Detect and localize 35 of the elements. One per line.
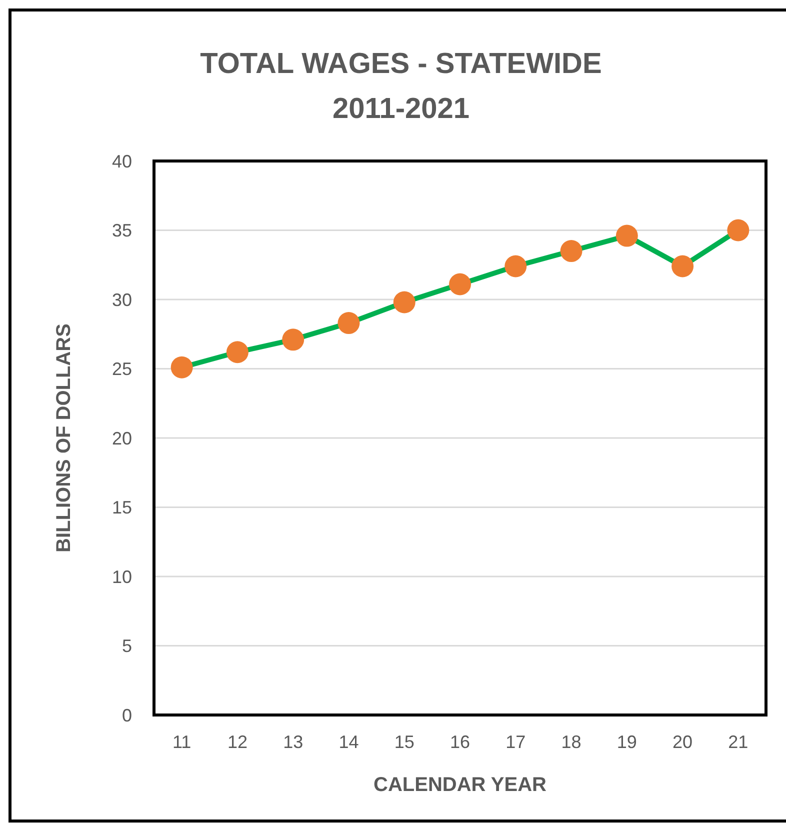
y-tick-label: 30 — [112, 290, 132, 310]
x-tick-label: 20 — [672, 732, 693, 752]
x-tick-label: 19 — [616, 732, 637, 752]
x-tick-label: 18 — [561, 732, 582, 752]
x-tick-label: 17 — [506, 732, 526, 752]
point — [449, 273, 471, 296]
x-tick-label: 11 — [172, 732, 192, 752]
y-tick-label: 35 — [112, 220, 132, 241]
point — [616, 224, 638, 247]
y-axis-title: BILLIONS OF DOLLARS — [53, 324, 75, 552]
x-tick-label: 12 — [227, 732, 248, 752]
x-tick-label: 21 — [728, 732, 748, 752]
x-tick-label: 13 — [283, 732, 304, 752]
y-tick-label: 10 — [112, 566, 132, 587]
point — [338, 312, 360, 334]
point — [170, 356, 193, 378]
y-tick-label: 5 — [122, 636, 132, 656]
y-tick-label: 20 — [112, 428, 132, 448]
chart-subtitle: 2011-2021 — [332, 93, 470, 125]
x-axis-title: CALENDAR YEAR — [374, 774, 548, 796]
y-tick-label: 15 — [112, 498, 132, 518]
point — [560, 240, 582, 262]
chart-title: TOTAL WAGES - STATEWIDE — [200, 48, 602, 80]
y-tick-label: 25 — [112, 359, 132, 380]
point — [226, 341, 248, 364]
x-tick-label: 15 — [394, 732, 414, 752]
point — [672, 255, 694, 278]
y-tick-label: 0 — [122, 705, 132, 726]
point — [727, 219, 750, 242]
point — [393, 291, 416, 314]
x-tick-label: 16 — [450, 732, 470, 752]
y-tick-label: 40 — [112, 151, 132, 172]
point — [504, 255, 527, 278]
x-tick-label: 14 — [338, 732, 359, 752]
point — [282, 328, 304, 351]
